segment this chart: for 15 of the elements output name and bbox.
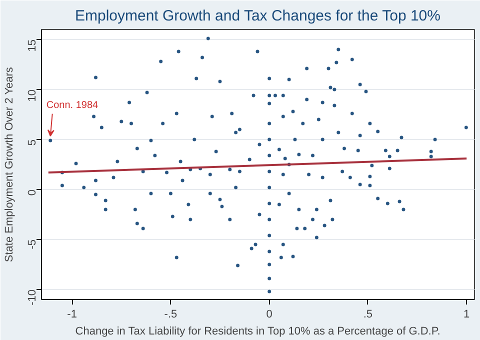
y-tick-label: 5 <box>26 139 38 146</box>
annotation: Conn. 1984 <box>46 100 99 111</box>
chart-title: Employment Growth and Tax Changes for the Top 10% <box>74 8 440 24</box>
y-tick-label: 10 <box>26 89 38 102</box>
x-tick-label: -.5 <box>164 308 178 320</box>
x-tick-label: 0 <box>266 308 272 320</box>
x-axis-title: Change in Tax Liability for Residents in Top 10% as a Percentage of G.D.P. <box>75 326 440 338</box>
y-tick-label: -10 <box>26 289 38 306</box>
y-tick-label: 15 <box>26 39 38 52</box>
y-axis-title: State Employment Growth Over 2 Years <box>4 66 16 262</box>
x-tick-label: .5 <box>363 308 373 320</box>
x-tick-label: 1 <box>464 308 470 320</box>
y-tick-label: 0 <box>26 189 38 196</box>
y-tick-label: -5 <box>26 240 38 250</box>
x-tick-label: -1 <box>67 308 77 320</box>
